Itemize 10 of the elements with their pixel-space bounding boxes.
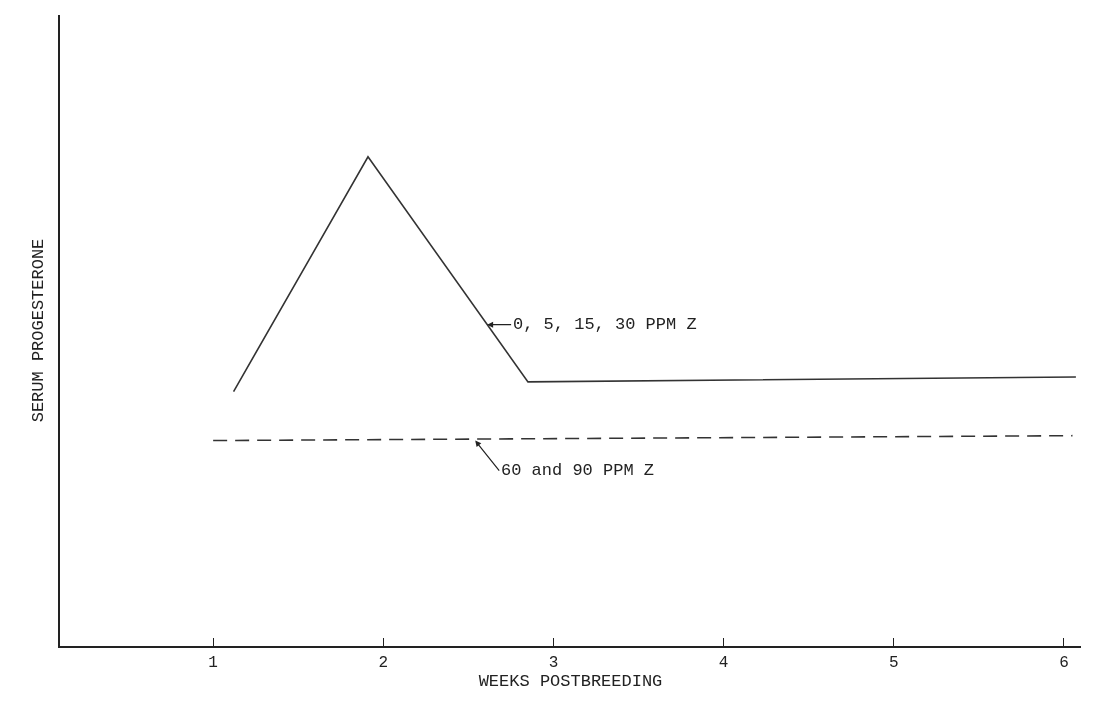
x-tick-label: 6 <box>1059 653 1069 672</box>
x-tick-label: 4 <box>718 653 729 672</box>
x-tick-label: 2 <box>378 653 389 672</box>
x-tick-label: 5 <box>889 653 899 672</box>
x-axis-title: WEEKS POSTBREEDING <box>478 671 663 691</box>
annotation: 0, 5, 15, 30 PPM Z <box>513 315 697 334</box>
x-tick-label: 1 <box>208 653 218 672</box>
annotation: 60 and 90 PPM Z <box>501 461 655 480</box>
y-axis-title: SERUM PROGESTERONE <box>29 238 49 423</box>
x-tick-label: 3 <box>548 653 559 672</box>
